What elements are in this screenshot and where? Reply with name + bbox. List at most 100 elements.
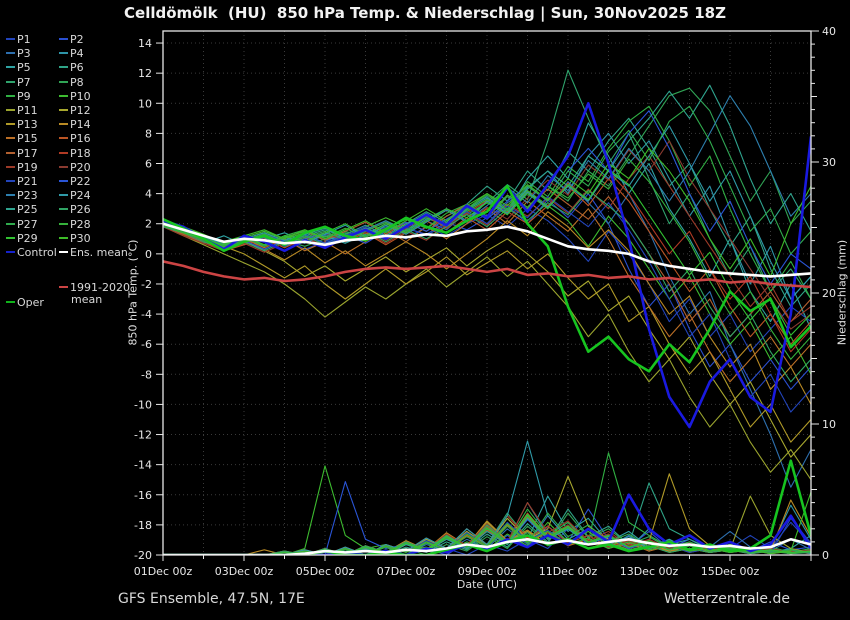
legend-item-p28: P28 (59, 218, 91, 232)
x-tick-label: 01Dec 00z (134, 565, 193, 578)
legend-item-p22: P22 (59, 175, 91, 189)
svg-text:-8: -8 (141, 368, 152, 381)
legend-item-p12: P12 (59, 104, 91, 118)
svg-text:6: 6 (145, 158, 152, 171)
legend-label: P22 (70, 175, 91, 188)
temp-series-Oper (163, 184, 811, 373)
legend-item-control: Control (6, 246, 57, 260)
legend-item-p11: P11 (6, 104, 38, 118)
legend-label: P4 (70, 47, 84, 61)
legend-item-p23: P23 (6, 189, 38, 203)
precip-series-P24 (163, 440, 811, 555)
legend-item-p13: P13 (6, 118, 38, 132)
x-axis-title: Date (UTC) (456, 578, 518, 591)
legend-color-swatch (59, 52, 68, 55)
legend-color-swatch (59, 208, 68, 211)
legend-label: 1991-2020 (70, 281, 130, 294)
legend-item-p2: P2 (59, 33, 84, 47)
temp-series-P13 (163, 223, 811, 443)
svg-text:0: 0 (822, 549, 829, 562)
svg-text:0: 0 (145, 248, 152, 261)
footer-site-name: Wetterzentrale.de (663, 591, 790, 607)
legend-item-p9: P9 (6, 90, 31, 104)
legend-item-p21: P21 (6, 175, 38, 189)
legend-label: P16 (70, 132, 91, 146)
legend-item-p17: P17 (6, 147, 38, 161)
legend-item-p1: P1 (6, 33, 31, 47)
legend-item-p16: P16 (59, 132, 91, 146)
legend-item-p27: P27 (6, 218, 38, 232)
legend-label: P26 (70, 203, 91, 217)
x-tick-label: 15Dec 00z (701, 565, 760, 578)
legend-item-p24: P24 (59, 189, 91, 203)
legend-item-p29: P29 (6, 232, 38, 246)
legend-label: P13 (17, 118, 38, 132)
legend-label: P12 (70, 104, 91, 117)
legend-label: P8 (70, 75, 84, 89)
legend-color-swatch (59, 94, 68, 97)
legend-item-p26: P26 (59, 203, 91, 217)
legend-color-swatch (59, 137, 68, 140)
temp-series-P14 (163, 211, 811, 405)
legend-label: P9 (17, 89, 31, 103)
legend-color-swatch (6, 208, 15, 211)
legend-item-p10: P10 (59, 90, 91, 104)
left-axis-title: 850 hPa Temp. (°C) (126, 239, 140, 346)
legend-color-swatch (6, 38, 15, 40)
legend-item-p25: P25 (6, 203, 38, 217)
axis-ticks (156, 30, 819, 561)
axis-tick-labels: -20-18-16-14-12-10-8-6-4-202468101214010… (134, 25, 836, 578)
legend-color-swatch (6, 180, 15, 182)
legend-label: mean (71, 293, 103, 306)
legend-label: P3 (17, 47, 31, 61)
legend-item-p8: P8 (59, 76, 84, 90)
svg-text:4: 4 (145, 188, 152, 201)
legend-label: P10 (70, 89, 91, 103)
svg-text:20: 20 (822, 287, 836, 300)
legend-item-ens-mean: Ens. mean (59, 246, 128, 260)
legend-color-swatch (6, 137, 15, 140)
svg-text:-14: -14 (134, 459, 152, 472)
legend: 1991-2020 mean Oper P1 P2 P3 P4 P5 P6 P7 P8 P9 P1… (6, 0, 136, 340)
right-axis-title: Niederschlag (mm) (835, 239, 849, 346)
precip-series-Ens. mean (163, 537, 811, 555)
temp-series-P7 (163, 69, 811, 300)
legend-item-p15: P15 (6, 132, 38, 146)
page-title: Celldömölk (HU) 850 hPa Temp. & Niedersc… (124, 4, 726, 22)
legend-label: P25 (17, 203, 38, 217)
legend-color-swatch (59, 123, 68, 126)
legend-label: P11 (17, 104, 38, 117)
x-tick-label: 09Dec 00z (458, 565, 517, 578)
svg-text:-4: -4 (141, 308, 152, 321)
legend-item-p20: P20 (59, 161, 91, 175)
temp-series-P12 (163, 224, 811, 458)
svg-text:-18: -18 (134, 519, 152, 532)
temp-series-1991-2020 mean (163, 260, 811, 289)
legend-label: P6 (70, 61, 84, 75)
legend-label: P1 (17, 33, 31, 46)
legend-item-1991-2020-mean-line2: mean (71, 293, 102, 307)
svg-text:-10: -10 (134, 398, 152, 411)
x-tick-label: 03Dec 00z (215, 565, 274, 578)
temp-series-P19 (163, 155, 811, 323)
svg-text:-20: -20 (134, 549, 152, 562)
legend-label: P5 (17, 61, 31, 75)
svg-text:14: 14 (138, 37, 152, 50)
legend-color-swatch (59, 236, 68, 239)
legend-label: P18 (70, 146, 91, 160)
legend-label: P24 (70, 189, 91, 203)
climatology-color-swatch (59, 286, 68, 288)
legend-color-swatch (59, 66, 68, 69)
legend-color-swatch (59, 180, 68, 182)
legend-color-swatch (59, 80, 68, 83)
legend-label: P2 (70, 33, 84, 46)
legend-color-swatch (6, 109, 15, 111)
legend-color-swatch (6, 194, 15, 197)
legend-label: P17 (17, 146, 38, 160)
temp-series-P26 (163, 190, 811, 383)
svg-text:2: 2 (145, 218, 152, 231)
temp-series-P30 (163, 147, 811, 277)
legend-color-swatch (59, 194, 68, 197)
svg-text:-6: -6 (141, 338, 152, 351)
